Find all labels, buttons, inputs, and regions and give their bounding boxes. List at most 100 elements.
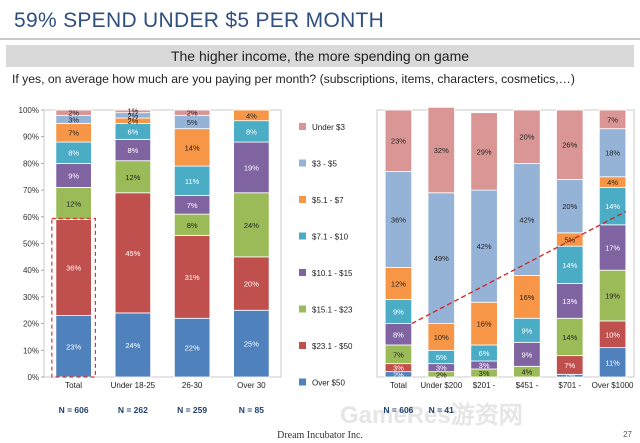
bar-segment: [427, 323, 455, 351]
bar-segment: [470, 301, 498, 346]
legend-swatch: [299, 159, 306, 167]
page-title: 59% SPEND UNDER $5 PER MONTH: [14, 9, 385, 32]
bar-segment: [114, 109, 152, 114]
sample-size-label: N = 85: [239, 405, 265, 415]
bar-segment: [384, 299, 413, 325]
bar-segment: [233, 109, 270, 122]
data-label: 8%: [127, 146, 138, 155]
sample-size-label: N = 606: [59, 405, 89, 415]
data-label: 26%: [562, 141, 577, 150]
y-tick-label: 50%: [23, 240, 39, 249]
bar-segment: [598, 224, 627, 271]
data-label: 3%: [479, 369, 490, 378]
bar-segment: [470, 189, 498, 303]
x-tick-label: Over $1000: [592, 381, 634, 390]
bar-segment: [598, 347, 627, 378]
x-tick-label: Over 30: [237, 381, 266, 390]
title-divider: [0, 38, 640, 40]
data-label: 4%: [607, 178, 618, 187]
x-tick-label: $451 -: [516, 381, 539, 390]
bar-segment: [513, 317, 541, 343]
x-tick-label: Total: [390, 381, 407, 390]
y-tick-label: 40%: [23, 266, 39, 275]
plot-area-2: [376, 109, 635, 378]
data-label: 2%: [393, 370, 404, 379]
data-label: 8%: [187, 221, 198, 230]
data-label: 42%: [477, 242, 492, 251]
trend-line: [411, 210, 627, 325]
data-label: 25%: [244, 340, 259, 349]
data-label: 42%: [519, 215, 534, 224]
legend-swatch: [299, 196, 306, 203]
data-label: 2%: [436, 370, 447, 379]
data-label: 32%: [434, 146, 449, 155]
sample-size-label: N = 259: [177, 405, 207, 415]
legend-label: $3 - $5: [312, 160, 337, 169]
bar-segment: [233, 141, 270, 194]
bar-segment: [513, 275, 541, 319]
data-label: 7%: [187, 201, 198, 210]
bar-segment: [384, 267, 413, 300]
legend-label: $5.1 - $7: [312, 196, 344, 205]
bar-segment: [173, 128, 211, 167]
data-label: 24%: [125, 341, 140, 350]
page-number: 27: [623, 430, 632, 439]
legend-swatch: [299, 123, 306, 130]
data-label: 4%: [521, 368, 532, 377]
data-label: 9%: [393, 308, 404, 317]
bar-segment: [598, 320, 627, 349]
y-tick-label: 0%: [27, 373, 39, 382]
x-tick-label: Under $200: [420, 381, 462, 390]
data-label: 36%: [391, 215, 406, 224]
data-label: 16%: [519, 293, 534, 302]
data-label: 3%: [479, 361, 490, 370]
bar-segment: [556, 109, 584, 180]
legend-swatch: [299, 269, 306, 276]
sample-size-label: N = 262: [118, 405, 148, 415]
y-tick-label: 10%: [23, 346, 39, 355]
bar-segment: [513, 162, 541, 276]
bar-segment: [173, 317, 211, 378]
legend-swatch: [299, 378, 306, 386]
data-label: 31%: [185, 273, 200, 282]
bar-segment: [173, 235, 211, 319]
data-label: 5%: [187, 118, 198, 127]
data-label: 2%: [127, 111, 138, 120]
data-label: 9%: [521, 326, 532, 335]
data-label: 36%: [66, 264, 81, 273]
sample-size-label: N = 606: [383, 405, 413, 415]
bar-segment: [513, 109, 541, 164]
data-label: 1%: [127, 107, 138, 116]
data-label: 20%: [519, 133, 534, 142]
bar-segment: [470, 112, 498, 191]
bar-segment: [384, 109, 413, 172]
data-label: 20%: [562, 202, 577, 211]
x-tick-label: 26-30: [182, 381, 203, 390]
legend-label: Under $3: [312, 123, 345, 132]
legend-label: Over $50: [312, 379, 345, 388]
data-label: 7%: [607, 115, 618, 124]
y-tick-label: 70%: [23, 186, 39, 195]
bar-segment: [556, 317, 584, 357]
bar-segment: [427, 192, 455, 325]
bar-segment: [173, 109, 211, 116]
legend-label: $7.1 - $10: [312, 233, 349, 242]
bar-segment: [427, 106, 455, 194]
data-label: 5%: [436, 353, 447, 362]
bar-segment: [384, 171, 413, 268]
y-tick-label: 30%: [23, 293, 39, 302]
sample-size-label: N = 41: [429, 405, 455, 415]
data-label: 19%: [605, 292, 620, 301]
data-label: 8%: [68, 149, 79, 158]
y-tick-label: 90%: [23, 133, 39, 142]
data-label: 8%: [393, 330, 404, 339]
data-label: 12%: [125, 173, 140, 182]
data-label: 3%: [68, 115, 79, 124]
x-tick-label: Under 18-25: [111, 381, 156, 390]
legend-swatch: [299, 305, 306, 313]
data-label: 10%: [434, 333, 449, 342]
bar-segment: [233, 192, 270, 258]
data-label: 17%: [605, 244, 620, 253]
x-tick-label: $201 -: [473, 381, 496, 390]
data-label: 49%: [434, 254, 449, 263]
